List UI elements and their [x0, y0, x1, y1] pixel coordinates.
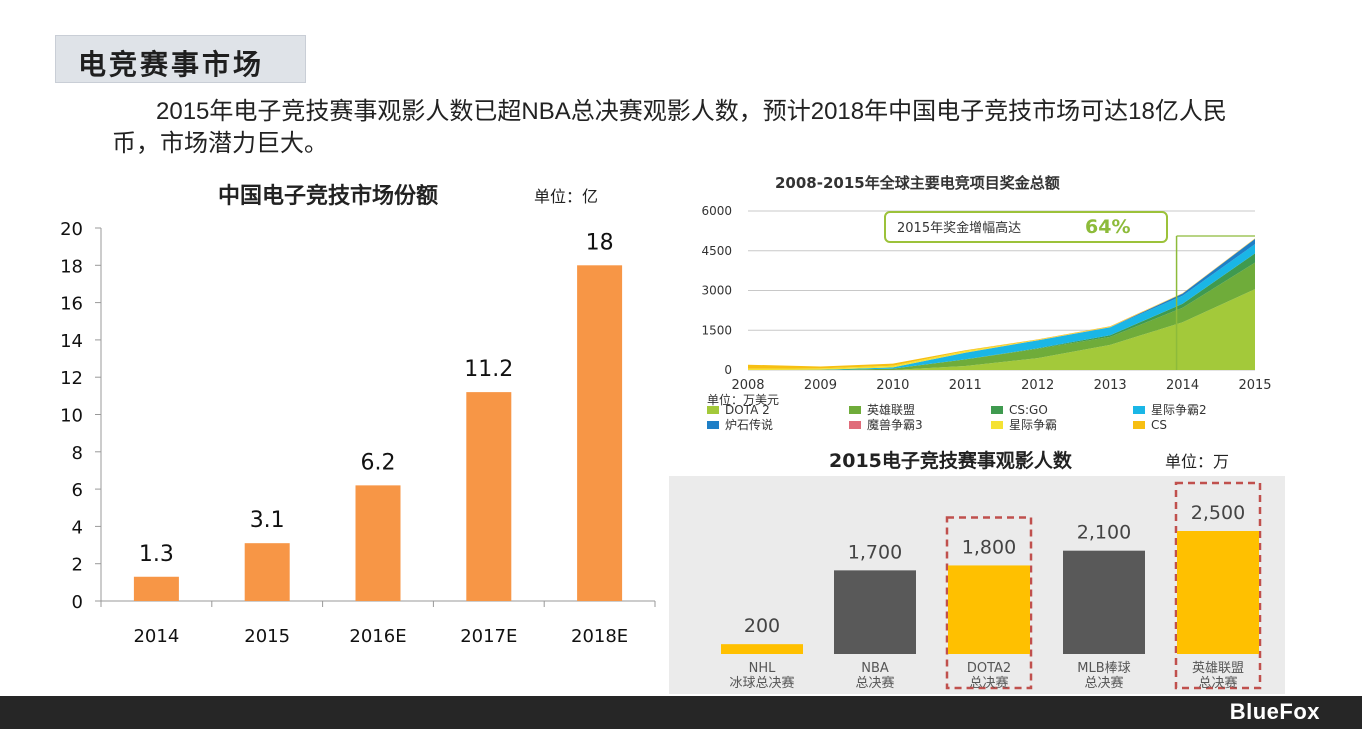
chart2-legend-swatch: [991, 421, 1003, 429]
chart2-legend-swatch: [849, 406, 861, 414]
section-title-box: 电竞赛事市场: [55, 35, 306, 83]
chart2-annotation-text: 2015年奖金增幅高达: [897, 220, 1021, 236]
chart2-legend-label: 星际争霸2: [1151, 403, 1207, 417]
chart2-legend-swatch: [991, 406, 1003, 414]
chart3-bar: [1177, 531, 1259, 654]
chart1-y-tick-label: 12: [60, 368, 83, 389]
chart1-bar: [133, 576, 179, 601]
chart2-legend-label: CS:GO: [1009, 403, 1048, 417]
chart3-category-line1: MLB棒球: [1077, 661, 1130, 676]
chart2-legend-swatch: [849, 421, 861, 429]
chart2-legend-label: DOTA 2: [725, 403, 770, 417]
chart3-category-line1: 英雄联盟: [1192, 661, 1244, 676]
chart2-annotation-box: [884, 211, 1168, 243]
chart3-data-label: 2,500: [1191, 502, 1245, 524]
chart2-legend-label: 英雄联盟: [867, 402, 915, 417]
chart2-y-tick-label: 6000: [701, 204, 732, 218]
chart2-y-tick-label: 4500: [701, 244, 732, 258]
chart3-data-label: 1,800: [962, 536, 1016, 558]
viewers-bar-chart: 2015电子竞技赛事观影人数 单位：万200NHL冰球总决赛1,700NBA总决赛…: [721, 449, 1262, 691]
chart1-x-tick-label: 2016E: [349, 626, 406, 647]
chart2-y-tick-label: 1500: [701, 323, 732, 337]
chart1-title: 中国电子竞技市场份额: [218, 183, 438, 209]
chart1-y-tick-label: 20: [60, 219, 83, 240]
chart1-x-tick-label: 2014: [133, 626, 179, 647]
chart1-y-tick-label: 2: [72, 555, 83, 576]
chart3-category-line2: 总决赛: [1198, 675, 1237, 691]
chart2-y-tick-label: 3000: [701, 284, 732, 298]
chart2-x-tick-label: 2015: [1238, 378, 1271, 393]
chart3-category-line1: NHL: [749, 661, 777, 676]
chart1-x-tick-label: 2017E: [460, 626, 517, 647]
chart2-x-tick-label: 2012: [1021, 378, 1054, 393]
chart2-x-tick-label: 2014: [1166, 378, 1199, 393]
prize-money-area-chart: 2008-2015年全球主要电竞项目奖金总额 0 1500 3000 4500 6000 2…: [701, 174, 1271, 432]
chart1-y-tick-label: 10: [60, 406, 83, 427]
chart1-data-label: 18: [586, 230, 614, 255]
chart2-legend-label: 炉石传说: [725, 417, 773, 432]
chart2-legend-swatch: [1133, 406, 1145, 414]
chart1-bar: [466, 392, 512, 601]
chart1-y-tick-label: 14: [60, 331, 83, 352]
chart1-y-tick-label: 16: [60, 294, 83, 315]
china-market-bar-chart: 中国电子竞技市场份额 单位：亿 0 2 4 6 8 10 12 14 16 18 20 1.3 2014 3.…: [60, 183, 656, 647]
chart2-legend-label: 星际争霸: [1009, 418, 1057, 432]
chart1-y-tick-label: 8: [72, 443, 83, 464]
chart2-area-series: [748, 289, 1255, 370]
chart1-y-tick-label: 6: [72, 480, 83, 501]
chart3-data-label: 200: [744, 615, 780, 637]
chart3-highlight-box: [1174, 481, 1262, 690]
chart3-bar: [721, 644, 803, 654]
chart3-category-line2: 总决赛: [969, 675, 1008, 691]
chart1-data-label: 6.2: [361, 450, 396, 475]
chart1-bar: [577, 265, 623, 601]
chart2-x-tick-label: 2008: [731, 378, 764, 393]
chart1-y-tick-label: 18: [60, 256, 83, 277]
chart2-legend-swatch: [1133, 421, 1145, 429]
chart2-x-tick-label: 2013: [1094, 378, 1127, 393]
chart2-legend-label: 魔兽争霸3: [867, 417, 923, 432]
chart1-x-tick-label: 2018E: [571, 626, 628, 647]
chart2-x-tick-label: 2009: [804, 378, 837, 393]
chart1-data-label: 11.2: [464, 357, 513, 382]
chart3-category-line1: DOTA2: [967, 661, 1011, 676]
chart1-y-tick-label: 0: [72, 592, 83, 613]
chart3-bar: [948, 565, 1030, 654]
chart3-bar: [834, 570, 916, 654]
footer-bar: BlueFox: [0, 696, 1362, 729]
chart3-bar: [1063, 550, 1145, 654]
chart1-data-label: 1.3: [139, 542, 174, 567]
chart2-legend-swatch: [707, 421, 719, 429]
chart3-unit-label: 单位：万: [1165, 452, 1229, 471]
chart1-bar: [355, 485, 401, 601]
chart2-legend-label: CS: [1151, 418, 1167, 432]
intro-paragraph: 2015年电子竞技赛事观影人数已超NBA总决赛观影人数，预计2018年中国电子竞…: [112, 98, 1227, 157]
bluefox-logo: BlueFox: [1229, 699, 1320, 724]
chart1-bar: [244, 543, 290, 601]
chart3-data-label: 2,100: [1077, 522, 1131, 544]
chart2-x-tick-label: 2011: [949, 378, 982, 393]
section-title: 电竞赛事市场: [78, 48, 265, 81]
chart3-highlight-box: [945, 516, 1033, 690]
chart2-annotation-value: 64%: [1085, 216, 1130, 238]
chart3-category-line2: 总决赛: [855, 675, 894, 691]
chart3-title: 2015电子竞技赛事观影人数: [829, 449, 1073, 472]
chart1-data-label: 3.1: [250, 508, 285, 533]
chart1-x-tick-label: 2015: [244, 626, 290, 647]
chart3-category-line2: 总决赛: [1084, 675, 1123, 691]
chart2-x-tick-label: 2010: [876, 378, 909, 393]
chart2-y-tick-label: 0: [724, 363, 732, 377]
chart3-category-line1: NBA: [861, 661, 889, 676]
chart1-y-tick-label: 4: [72, 517, 83, 538]
chart2-title: 2008-2015年全球主要电竞项目奖金总额: [775, 174, 1060, 192]
chart2-unit-label: 单位：万美元: [707, 392, 779, 407]
chart3-category-line2: 冰球总决赛: [729, 675, 794, 691]
chart1-unit-label: 单位：亿: [534, 187, 598, 206]
chart3-data-label: 1,700: [848, 541, 902, 563]
chart2-legend-swatch: [707, 406, 719, 414]
